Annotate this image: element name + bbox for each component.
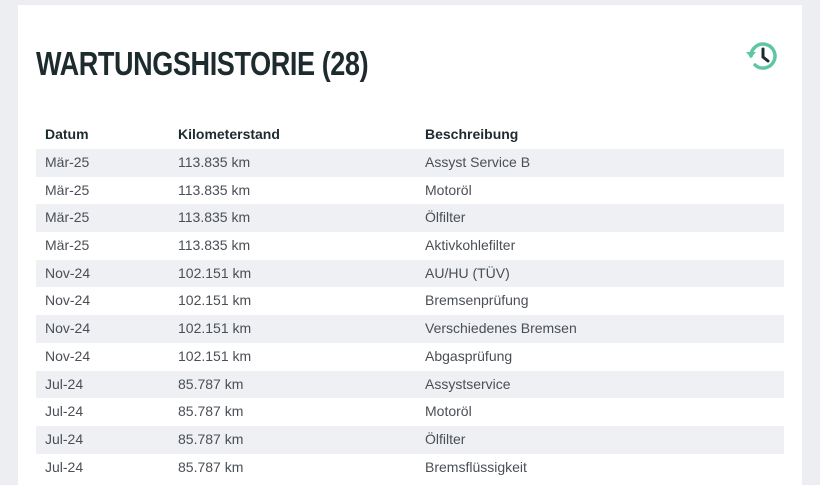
table-row: Jul-24 85.787 km Motoröl [36,398,784,426]
table-cell: Nov-24 [45,264,91,281]
table-row: Mär-25 113.835 km Aktivkohlefilter [36,232,784,260]
table-cell: Jul-24 [45,430,84,447]
table-cell: Jul-24 [45,458,84,475]
table-cell: 102.151 km [178,292,252,309]
column-header: Beschreibung [425,126,519,142]
table-row: Mär-25 113.835 km Assyst Service B [36,149,784,177]
table-cell: Nov-24 [45,320,91,337]
table-row: Mär-25 113.835 km Ölfilter [36,204,784,233]
table-cell: 113.835 km [178,209,251,226]
table-row: Nov-24 102.151 km AU/HU (TÜV) [36,259,784,288]
table-cell: Mär-25 [45,209,90,226]
table-cell: Mär-25 [45,181,90,198]
table-cell: Ölfilter [425,209,466,226]
table-cell: Ölfilter [425,430,466,447]
table-cell: 102.151 km [178,320,252,337]
history-icon[interactable] [744,37,782,75]
table: Datum Kilometerstand Beschreibung Mär-25 113… [36,121,784,481]
table-cell: 102.151 km [178,264,252,281]
table-cell: 85.787 km [178,403,244,420]
table-cell: Jul-24 [45,403,84,420]
table-cell: Nov-24 [45,347,91,364]
title: WARTUNGSHISTORIE (28) [36,45,369,82]
table-cell: Mär-25 [45,154,90,170]
table-cell: 85.787 km [178,375,244,392]
header-row: Datum Kilometerstand Beschreibung [36,121,784,149]
table-cell: 113.835 km [178,181,251,198]
table-cell: Verschiedenes Bremsen [425,320,577,337]
table-cell: AU/HU (TÜV) [425,264,510,281]
column-header: Kilometerstand [178,126,280,142]
table-cell: 85.787 km [178,430,244,447]
table-cell: Assyst Service B [425,154,531,170]
table-cell: 113.835 km [178,237,251,254]
table-cell: Bremsflüssigkeit [425,458,527,475]
table-cell: 113.835 km [178,154,251,170]
table-row: Mär-25 113.835 km Motoröl [36,177,784,205]
table-row: Nov-24 102.151 km Bremsenprüfung [36,287,784,315]
table-cell: Abgasprüfung [425,347,513,364]
table-row: Jul-24 85.787 km Ölfilter [36,425,784,454]
table-cell: Nov-24 [45,292,91,309]
table-cell: 102.151 km [178,347,252,364]
table-cell: Assystservice [425,375,511,392]
table-cell: 85.787 km [178,458,244,475]
table-row: Nov-24 102.151 km Abgasprüfung [36,343,784,371]
table-cell: Jul-24 [45,375,84,392]
table-row: Jul-24 85.787 km Bremsflüssigkeit [36,454,784,482]
card: WARTUNGSHISTORIE (28) Datum Kilometerstan… [18,5,802,485]
table-row: Jul-24 85.787 km Assystservice [36,370,784,399]
table-row: Nov-24 102.151 km Verschiedenes Bremsen [36,315,784,343]
table-cell: Motoröl [425,181,472,198]
table-cell: Motoröl [425,403,472,420]
table-cell: Bremsenprüfung [425,292,529,309]
table-cell: Aktivkohlefilter [425,237,516,254]
table-cell: Mär-25 [45,237,90,254]
column-header: Datum [45,126,89,142]
